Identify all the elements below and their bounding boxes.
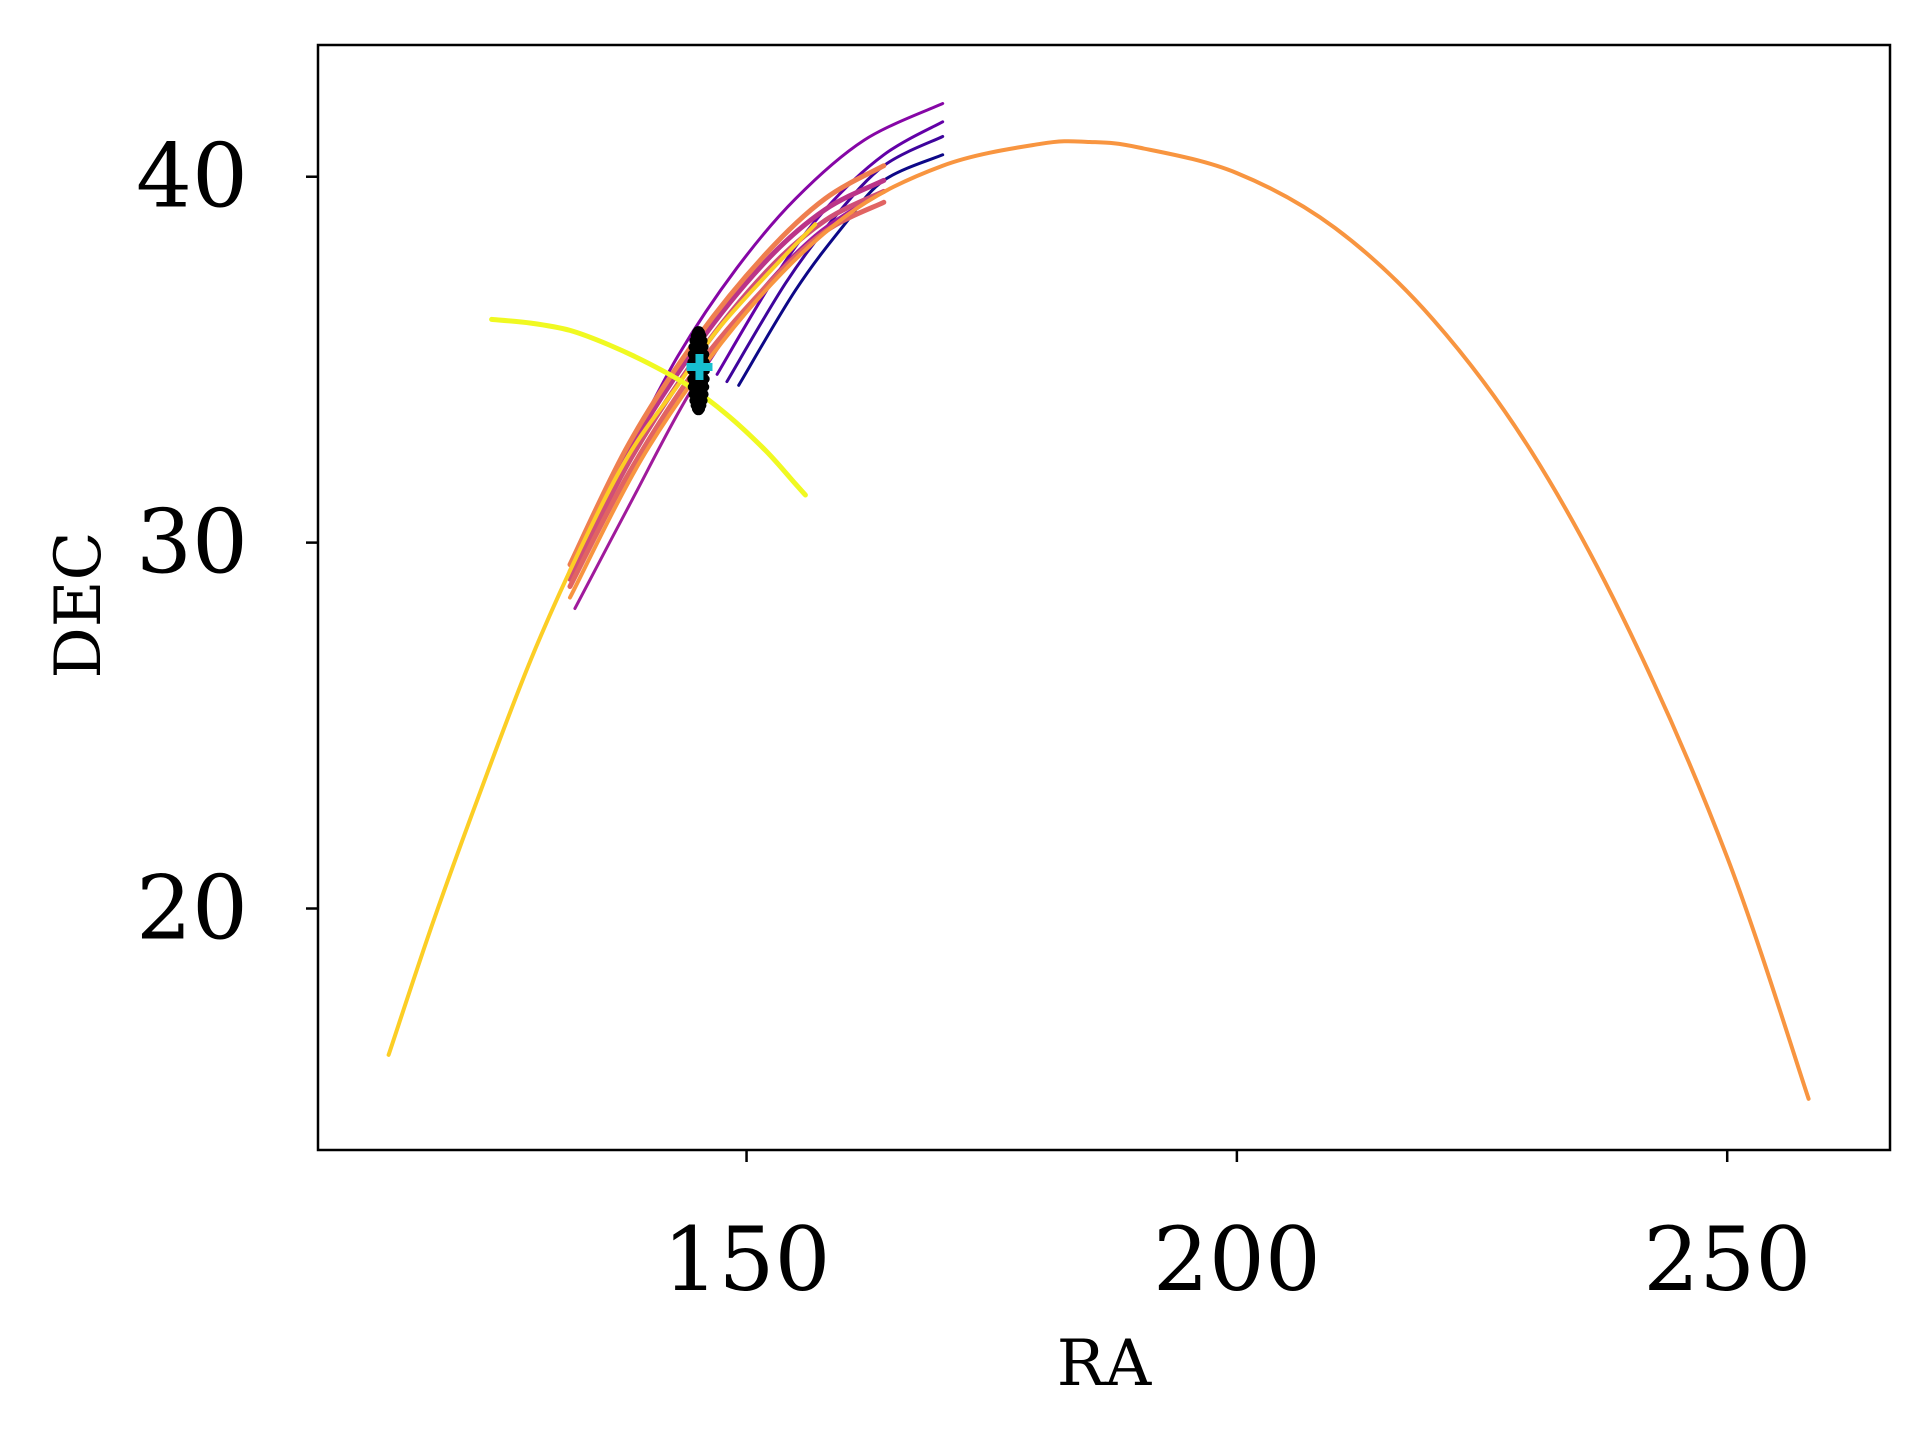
x-tick-label-150: 150 <box>663 1208 831 1311</box>
x-axis-label: RA <box>1057 1327 1152 1401</box>
series-line-6 <box>567 177 887 575</box>
y-tick-label-20: 20 <box>136 857 248 960</box>
cyan-plus-marker <box>686 353 713 380</box>
series-line-5 <box>573 189 886 610</box>
axes-frame <box>316 43 1892 1152</box>
series-line-7 <box>567 188 887 582</box>
series-line-9 <box>567 163 887 568</box>
series-line-2 <box>725 135 945 384</box>
y-axis-label: DEC <box>42 532 116 679</box>
x-tick-label-200: 200 <box>1153 1208 1321 1311</box>
y-axis: 20 30 40 <box>136 125 318 960</box>
cluster-point-140 <box>699 342 709 352</box>
series-line-12 <box>489 316 808 498</box>
y-tick-label-40: 40 <box>136 125 248 228</box>
cluster-point-65 <box>688 389 698 399</box>
cluster-point-75 <box>687 374 697 384</box>
series-line-11 <box>386 222 818 1057</box>
cluster-point-70 <box>687 382 697 392</box>
x-tick-label-250: 250 <box>1643 1208 1811 1311</box>
series-line-10 <box>568 139 1811 1101</box>
plot-area <box>386 102 1811 1101</box>
y-tick-label-30: 30 <box>136 491 248 594</box>
x-axis: 150 200 250 <box>663 1150 1811 1311</box>
series-line-1 <box>737 153 945 387</box>
